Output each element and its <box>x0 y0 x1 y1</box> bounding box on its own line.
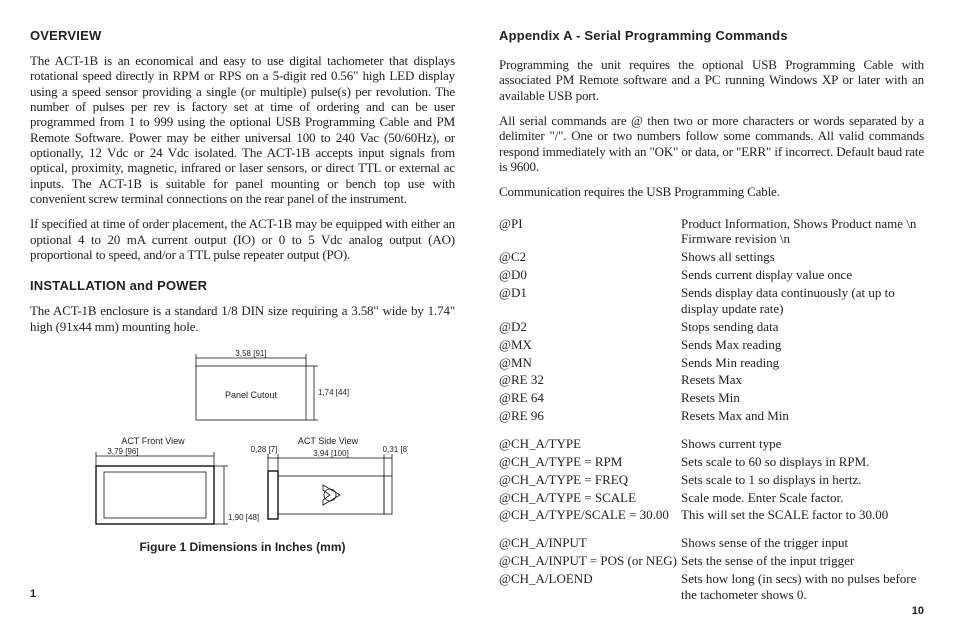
installation-heading: INSTALLATION and POWER <box>30 278 455 293</box>
svg-text:1,74 [44]: 1,74 [44] <box>318 388 349 397</box>
overview-paragraph-2: If specified at time of order placement,… <box>30 216 455 262</box>
command-row: @RE 96Resets Max and Min <box>499 408 924 426</box>
command-row: @CH_A/TYPE = RPMSets scale to 60 so disp… <box>499 454 924 472</box>
command-code: @MN <box>499 355 681 373</box>
appendix-heading: Appendix A - Serial Programming Commands <box>499 28 924 43</box>
command-row: @CH_A/TYPEShows current type <box>499 436 924 454</box>
page-number-right: 10 <box>912 605 924 617</box>
command-desc: Shows all settings <box>681 249 924 267</box>
svg-text:0,31 [8]: 0,31 [8] <box>382 445 407 454</box>
command-code: @D0 <box>499 267 681 285</box>
appendix-paragraph-2: All serial commands are @ then two or mo… <box>499 113 924 174</box>
command-desc: Resets Min <box>681 390 924 408</box>
command-row: @MXSends Max reading <box>499 337 924 355</box>
command-row: @D1Sends display data continuously (at u… <box>499 285 924 319</box>
command-code: @PI <box>499 216 681 250</box>
figure-1: Panel Cutout 3,58 [91] 1,74 [44] ACT Fro… <box>30 348 455 554</box>
right-column: Appendix A - Serial Programming Commands… <box>495 28 924 600</box>
command-desc: Scale mode. Enter Scale factor. <box>681 490 924 508</box>
left-column: OVERVIEW The ACT-1B is an economical and… <box>30 28 459 600</box>
command-code: @C2 <box>499 249 681 267</box>
commands-table: @PIProduct Information, Shows Product na… <box>499 216 924 605</box>
command-code: @MX <box>499 337 681 355</box>
command-row: @CH_A/TYPE/SCALE = 30.00This will set th… <box>499 507 924 525</box>
command-code: @CH_A/TYPE = RPM <box>499 454 681 472</box>
installation-paragraph: The ACT-1B enclosure is a standard 1/8 D… <box>30 303 455 334</box>
command-code: @RE 96 <box>499 408 681 426</box>
page-number-left: 1 <box>30 588 36 600</box>
command-row: @D0Sends current display value once <box>499 267 924 285</box>
command-row: @C2Shows all settings <box>499 249 924 267</box>
figure-caption: Figure 1 Dimensions in Inches (mm) <box>139 540 345 554</box>
command-row: @CH_A/TYPE = SCALEScale mode. Enter Scal… <box>499 490 924 508</box>
command-row: @PIProduct Information, Shows Product na… <box>499 216 924 250</box>
command-desc: Sets scale to 1 so displays in hertz. <box>681 472 924 490</box>
command-desc: Resets Max <box>681 372 924 390</box>
command-row: @CH_A/INPUT = POS (or NEG)Sets the sense… <box>499 553 924 571</box>
svg-text:0,28 [7]: 0,28 [7] <box>250 445 277 454</box>
command-code: @CH_A/INPUT <box>499 535 681 553</box>
svg-text:3,79 [96]: 3,79 [96] <box>107 447 138 456</box>
svg-text:ACT Side View: ACT Side View <box>297 436 358 446</box>
command-code: @CH_A/TYPE/SCALE = 30.00 <box>499 507 681 525</box>
dimension-diagram: Panel Cutout 3,58 [91] 1,74 [44] ACT Fro… <box>78 348 408 538</box>
command-desc: Sends display data continuously (at up t… <box>681 285 924 319</box>
command-row: @MNSends Min reading <box>499 355 924 373</box>
svg-text:ACT Front View: ACT Front View <box>121 436 185 446</box>
command-row: @RE 64Resets Min <box>499 390 924 408</box>
command-code: @D1 <box>499 285 681 319</box>
command-desc: This will set the SCALE factor to 30.00 <box>681 507 924 525</box>
command-desc: Shows sense of the trigger input <box>681 535 924 553</box>
command-desc: Shows current type <box>681 436 924 454</box>
command-row: @CH_A/LOENDSets how long (in secs) with … <box>499 571 924 605</box>
command-desc: Sends Min reading <box>681 355 924 373</box>
command-code: @CH_A/TYPE = FREQ <box>499 472 681 490</box>
appendix-paragraph-3: Communication requires the USB Programmi… <box>499 184 924 199</box>
command-code: @CH_A/INPUT = POS (or NEG) <box>499 553 681 571</box>
command-code: @RE 32 <box>499 372 681 390</box>
command-desc: Product Information, Shows Product name … <box>681 216 924 250</box>
command-desc: Sends Max reading <box>681 337 924 355</box>
svg-text:Panel Cutout: Panel Cutout <box>224 390 277 400</box>
command-desc: Sets scale to 60 so displays in RPM. <box>681 454 924 472</box>
svg-text:3,94 [100]: 3,94 [100] <box>313 449 349 458</box>
svg-text:3,58 [91]: 3,58 [91] <box>235 349 266 358</box>
command-desc: Stops sending data <box>681 319 924 337</box>
overview-heading: OVERVIEW <box>30 28 455 43</box>
command-row: @D2Stops sending data <box>499 319 924 337</box>
command-row: @CH_A/INPUTShows sense of the trigger in… <box>499 535 924 553</box>
command-desc: Sets the sense of the input trigger <box>681 553 924 571</box>
command-desc: Resets Max and Min <box>681 408 924 426</box>
command-code: @CH_A/LOEND <box>499 571 681 605</box>
appendix-paragraph-1: Programming the unit requires the option… <box>499 57 924 103</box>
command-code: @D2 <box>499 319 681 337</box>
command-row: @CH_A/TYPE = FREQSets scale to 1 so disp… <box>499 472 924 490</box>
svg-text:1,90 [48]: 1,90 [48] <box>228 513 259 522</box>
command-desc: Sends current display value once <box>681 267 924 285</box>
command-row: @RE 32Resets Max <box>499 372 924 390</box>
command-desc: Sets how long (in secs) with no pulses b… <box>681 571 924 605</box>
command-code: @RE 64 <box>499 390 681 408</box>
overview-paragraph-1: The ACT-1B is an economical and easy to … <box>30 53 455 206</box>
command-code: @CH_A/TYPE <box>499 436 681 454</box>
command-code: @CH_A/TYPE = SCALE <box>499 490 681 508</box>
